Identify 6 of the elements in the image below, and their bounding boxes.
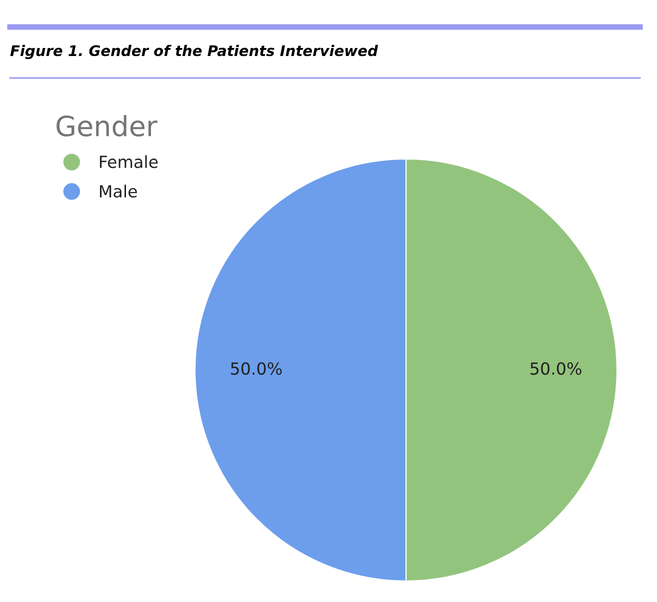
legend-label: Female bbox=[100, 155, 158, 168]
legend-label: Male bbox=[100, 184, 137, 198]
chart-title: Figure 1. Gender of the Patients Interviewed bbox=[10, 44, 378, 60]
data-label: 50.0% bbox=[231, 362, 282, 375]
data-label: 50.0% bbox=[530, 362, 582, 375]
legend-title: Gender bbox=[56, 115, 158, 136]
